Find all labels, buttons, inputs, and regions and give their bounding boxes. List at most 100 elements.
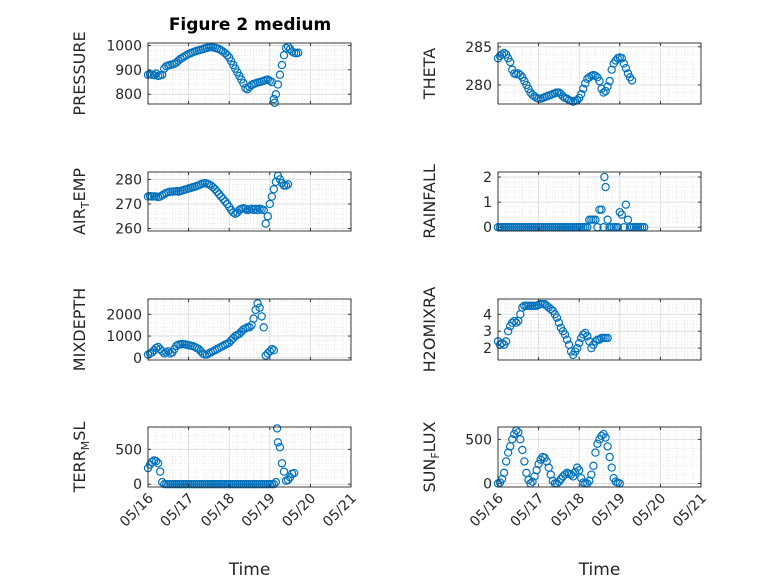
data-point <box>617 54 627 63</box>
data-point <box>503 326 513 336</box>
data-point <box>281 181 291 190</box>
data-point <box>149 71 159 80</box>
data-point <box>249 314 258 323</box>
data-point <box>536 455 545 464</box>
data-point <box>261 219 270 228</box>
data-point <box>520 457 529 466</box>
x-tick-label: 05/18 <box>548 491 588 531</box>
y-tick-label: 4 <box>483 307 492 323</box>
data-point <box>516 70 525 80</box>
data-point <box>497 50 507 59</box>
subplot-h2omixra: 234 H2OMIXRA <box>420 287 702 373</box>
data-point <box>617 210 627 219</box>
y-axis-label: SUNFLUX <box>420 421 442 492</box>
data-point <box>259 205 268 215</box>
data-point <box>615 207 625 217</box>
data-point <box>273 80 283 89</box>
data-point <box>627 76 637 85</box>
data-point <box>265 199 274 209</box>
data-point <box>277 178 287 188</box>
data-point <box>153 459 163 468</box>
data-point <box>560 470 570 479</box>
subplot-theta: 280 285 THETA <box>420 40 702 106</box>
data-point <box>269 185 279 194</box>
data-point <box>151 69 161 78</box>
data-point <box>579 330 588 339</box>
x-tick-label: 05/17 <box>508 491 548 531</box>
y-tick-label: 800 <box>115 87 142 103</box>
data-point <box>210 185 220 194</box>
axes-box <box>147 171 352 232</box>
data-point <box>546 304 555 314</box>
data-point <box>279 51 289 60</box>
y-tick-label: 0 <box>483 476 492 492</box>
x-tick-label: 05/16 <box>467 490 507 530</box>
plot-area <box>148 299 351 360</box>
data-point <box>212 187 222 196</box>
y-tick-label: 285 <box>465 40 492 56</box>
y-axis-label: AIRTEMP <box>70 168 92 235</box>
data-point <box>589 461 598 471</box>
data-point <box>572 463 582 472</box>
data-point <box>575 338 584 348</box>
data-point <box>505 57 515 67</box>
data-point <box>516 435 525 444</box>
data-point <box>603 442 612 451</box>
y-tick-label: 2 <box>483 341 492 357</box>
data-point <box>579 84 588 93</box>
data-point <box>601 86 610 96</box>
data-point <box>265 76 274 86</box>
data-point <box>251 204 260 214</box>
data-point <box>603 215 612 224</box>
data-point <box>158 347 167 356</box>
data-point <box>587 470 596 479</box>
data-point <box>178 53 187 62</box>
x-tick-label: 05/16 <box>117 490 157 530</box>
data-point <box>176 54 185 64</box>
data-point <box>269 480 279 489</box>
x-axis-label: Time <box>228 560 271 580</box>
data-point <box>283 180 293 189</box>
data-point <box>603 333 612 343</box>
data-point <box>597 431 606 441</box>
y-axis-label: H2OMIXRA <box>420 287 439 373</box>
data-point <box>253 205 262 215</box>
data-point <box>600 172 609 182</box>
data-point <box>151 456 161 466</box>
data-point <box>560 330 570 339</box>
data-point <box>591 448 600 457</box>
data-point <box>287 47 297 56</box>
y-tick-label: 2000 <box>106 307 142 323</box>
data-point <box>554 477 564 486</box>
data-point <box>277 459 287 468</box>
data-point <box>595 76 604 86</box>
subplot-air-temp: 260 270 280 AIRTEMP <box>70 168 352 238</box>
data-point <box>273 438 283 447</box>
data-point <box>155 192 165 201</box>
axes-box <box>147 426 352 488</box>
x-tick-label: 05/19 <box>589 491 629 531</box>
x-tick-label: 05/21 <box>670 491 710 531</box>
x-tick-label: 05/20 <box>279 491 319 531</box>
y-axis-label: MIXDEPTH <box>70 288 89 371</box>
y-tick-label: 900 <box>115 63 142 79</box>
data-point <box>239 79 248 88</box>
x-tick-label: 05/20 <box>629 491 669 531</box>
data-point <box>267 192 277 201</box>
y-tick-label: 0 <box>133 351 142 367</box>
plot-area <box>148 172 351 231</box>
data-point <box>263 212 272 221</box>
data-point <box>294 48 303 57</box>
data-point <box>277 60 287 70</box>
data-point <box>534 459 543 469</box>
data-point <box>241 204 250 214</box>
x-tick-label: 05/21 <box>320 491 360 531</box>
data-point <box>265 347 274 356</box>
data-point <box>577 473 586 483</box>
axes-box <box>497 42 702 105</box>
y-tick-label: 3 <box>483 324 492 340</box>
data-point <box>510 316 519 326</box>
plot-area <box>148 43 351 104</box>
plot-area <box>148 427 351 487</box>
